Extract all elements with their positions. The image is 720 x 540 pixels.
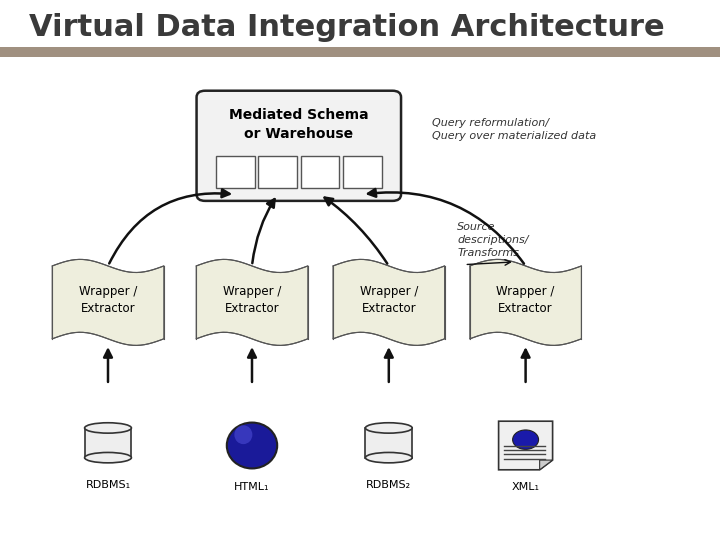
Ellipse shape (366, 453, 412, 463)
Ellipse shape (85, 423, 132, 433)
Bar (216, 156, 255, 188)
Ellipse shape (85, 453, 132, 463)
Polygon shape (498, 421, 553, 470)
Text: Mediated Schema
or Warehouse: Mediated Schema or Warehouse (229, 108, 369, 140)
Bar (366, 428, 412, 458)
Text: Source
descriptions/
Transforms: Source descriptions/ Transforms (457, 222, 528, 259)
Text: Wrapper /
Extractor: Wrapper / Extractor (359, 285, 418, 315)
Text: Virtual Data Integration Architecture: Virtual Data Integration Architecture (29, 14, 665, 43)
Polygon shape (196, 259, 308, 346)
Ellipse shape (235, 426, 252, 444)
Text: Wrapper /
Extractor: Wrapper / Extractor (78, 285, 138, 315)
Text: HTML₁: HTML₁ (234, 482, 270, 492)
Ellipse shape (366, 423, 412, 433)
Polygon shape (333, 259, 445, 346)
Text: Wrapper /
Extractor: Wrapper / Extractor (222, 285, 282, 315)
Text: XML₁: XML₁ (512, 482, 539, 492)
Polygon shape (52, 259, 163, 346)
Bar (301, 156, 340, 188)
FancyBboxPatch shape (197, 91, 401, 201)
Text: RDBMS₁: RDBMS₁ (86, 480, 130, 490)
Bar (258, 156, 297, 188)
Ellipse shape (227, 422, 277, 468)
Polygon shape (469, 259, 582, 346)
Bar (343, 156, 382, 188)
Circle shape (513, 430, 539, 449)
Bar (85, 428, 132, 458)
Polygon shape (540, 460, 553, 470)
Text: RDBMS₂: RDBMS₂ (366, 480, 411, 490)
Text: Query reformulation/
Query over materialized data: Query reformulation/ Query over material… (432, 118, 596, 141)
Text: Wrapper /
Extractor: Wrapper / Extractor (496, 285, 555, 315)
Bar (0, 47, 720, 57)
